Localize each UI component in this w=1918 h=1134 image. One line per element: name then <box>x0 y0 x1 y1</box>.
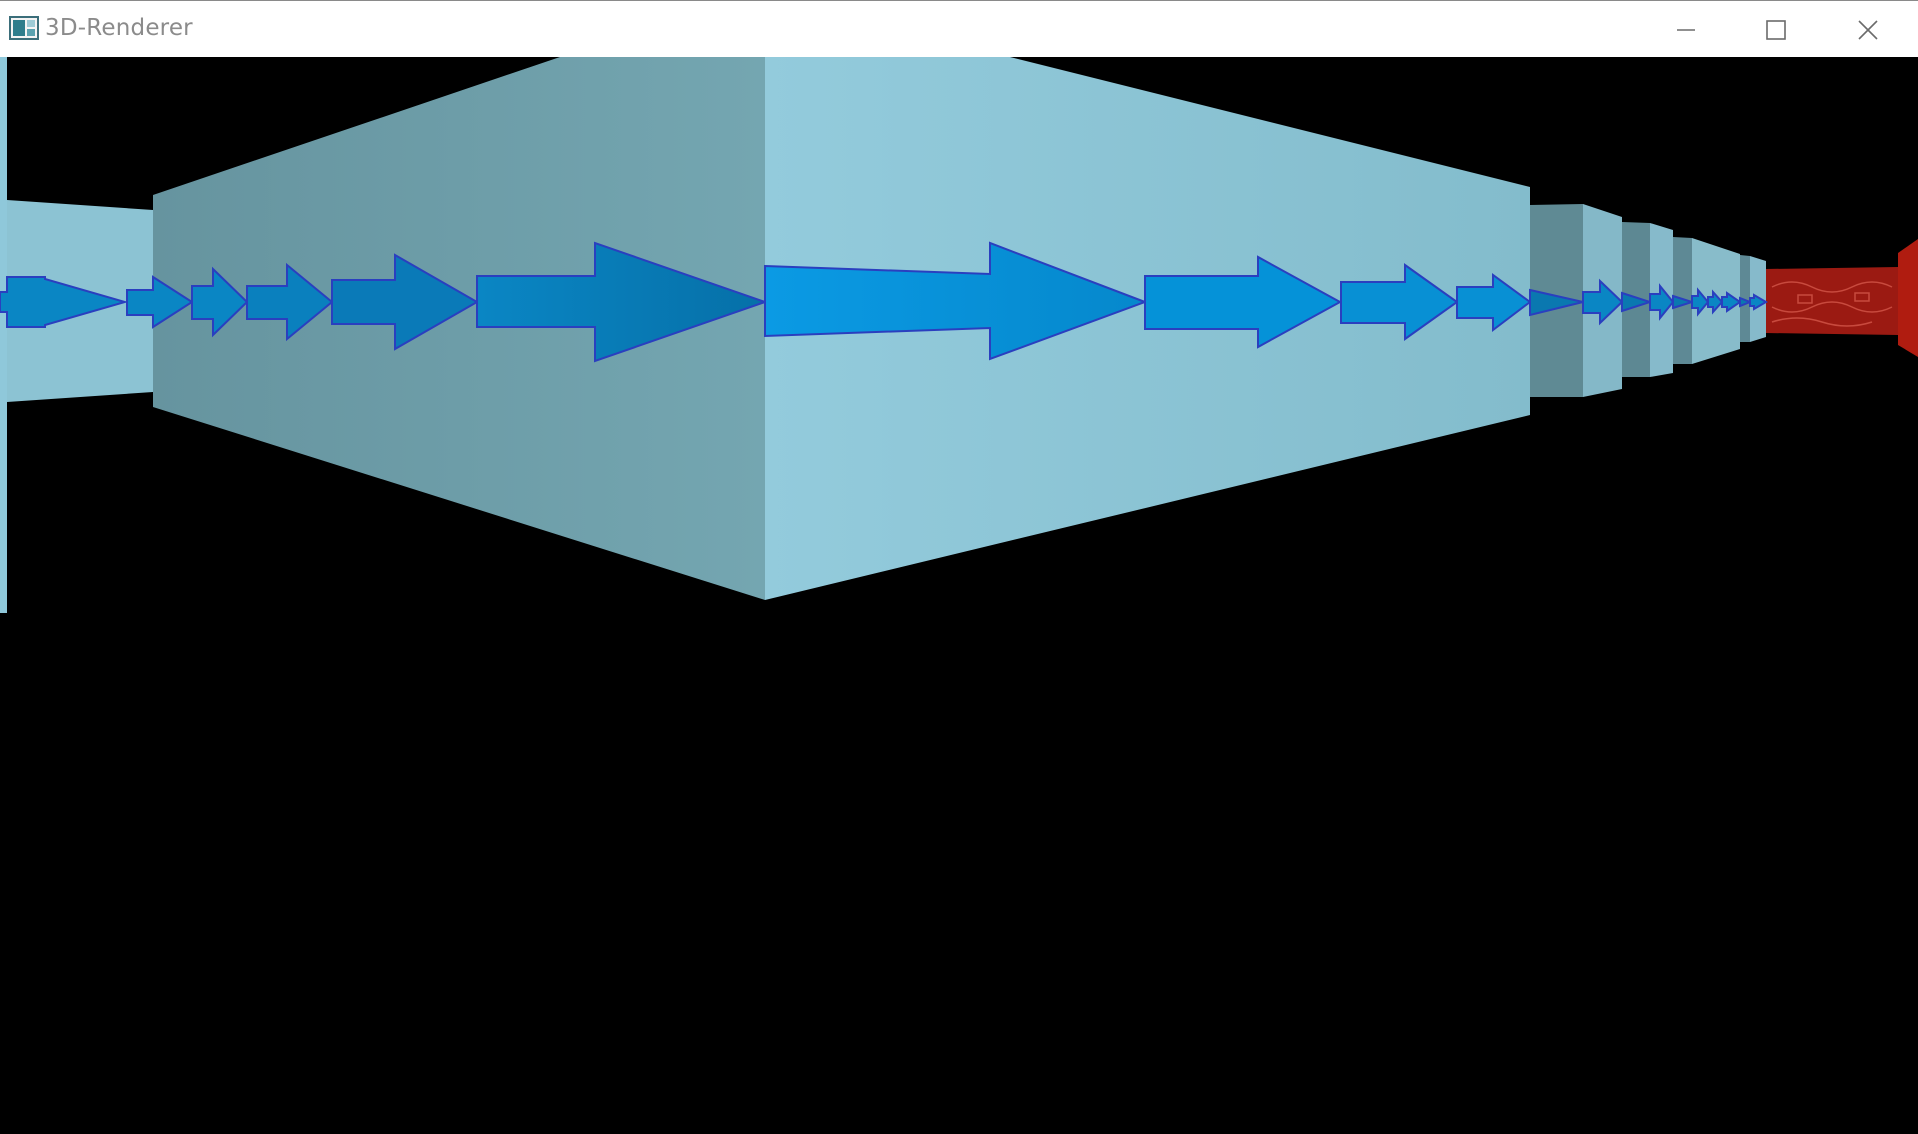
arrow-3 <box>191 266 249 338</box>
maximize-icon <box>1765 19 1787 41</box>
minimize-button[interactable] <box>1640 1 1732 58</box>
maximize-button[interactable] <box>1730 1 1822 58</box>
arrow-2 <box>126 275 194 329</box>
wall-block-7 <box>1740 255 1750 342</box>
minimize-icon <box>1676 20 1696 40</box>
arrow-5 <box>331 253 480 351</box>
arrow-8 <box>1144 255 1343 349</box>
arrow-15 <box>1672 294 1696 310</box>
arrow-10 <box>1456 273 1532 333</box>
title-bar[interactable]: 3D-Renderer <box>0 0 1918 57</box>
arrow-14 <box>1649 283 1675 321</box>
window-title: 3D-Renderer <box>45 15 193 41</box>
arrow-6 <box>476 241 769 363</box>
close-icon <box>1857 19 1879 41</box>
arrow-1 <box>0 276 129 328</box>
close-button[interactable] <box>1822 1 1914 58</box>
arrow-18 <box>1721 291 1742 313</box>
arrow-12 <box>1582 278 1624 326</box>
end-wall-pattern <box>1771 281 1893 327</box>
arrow-strip <box>0 241 1768 363</box>
arrow-9 <box>1340 263 1459 341</box>
arrow-20 <box>1749 293 1768 311</box>
scene-canvas <box>0 57 1918 613</box>
left-pillar <box>0 57 7 613</box>
arrow-13 <box>1621 291 1654 313</box>
arrow-4 <box>246 262 334 342</box>
arrow-11 <box>1529 288 1584 317</box>
app-window-icon <box>9 16 39 40</box>
arrow-17 <box>1707 289 1724 315</box>
end-wall-edge <box>1898 239 1918 357</box>
arrow-19 <box>1739 296 1753 308</box>
wall-segment-dark <box>153 57 765 600</box>
arrow-16 <box>1691 287 1710 317</box>
arrow-7 <box>764 241 1148 361</box>
render-viewport[interactable] <box>0 57 1918 1134</box>
